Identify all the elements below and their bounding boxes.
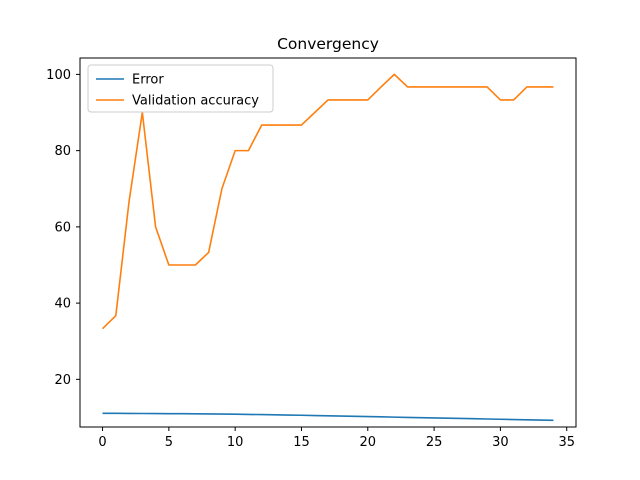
- legend-box: [87, 64, 274, 113]
- chart-title: Convergency: [277, 35, 379, 53]
- y-tick-label: 20: [54, 373, 71, 388]
- x-tick-label: 0: [98, 435, 106, 450]
- legend: Error Validation accuracy: [87, 64, 274, 113]
- y-tick-label: 60: [54, 220, 71, 235]
- series-layer: [101, 73, 554, 422]
- x-tick-label: 15: [293, 435, 310, 450]
- x-tick-label: 5: [165, 435, 173, 450]
- axes-layer: 0 5 10 15 20 25 30 35 20 40 60 80 100: [46, 57, 577, 450]
- x-tick-label: 20: [360, 435, 377, 450]
- x-tick-label: 10: [227, 435, 244, 450]
- x-tick-label: 35: [558, 435, 575, 450]
- y-tick-label: 80: [54, 144, 71, 159]
- x-tick-label: 30: [492, 435, 509, 450]
- y-tick-label: 40: [54, 297, 71, 312]
- plot-frame: [79, 57, 577, 428]
- x-tick-label: 25: [426, 435, 443, 450]
- legend-label-1: Validation accuracy: [132, 94, 259, 109]
- legend-label-0: Error: [132, 73, 164, 88]
- series-line-1: [101, 73, 554, 330]
- series-line-0: [102, 412, 554, 422]
- y-tick-label: 100: [46, 68, 71, 83]
